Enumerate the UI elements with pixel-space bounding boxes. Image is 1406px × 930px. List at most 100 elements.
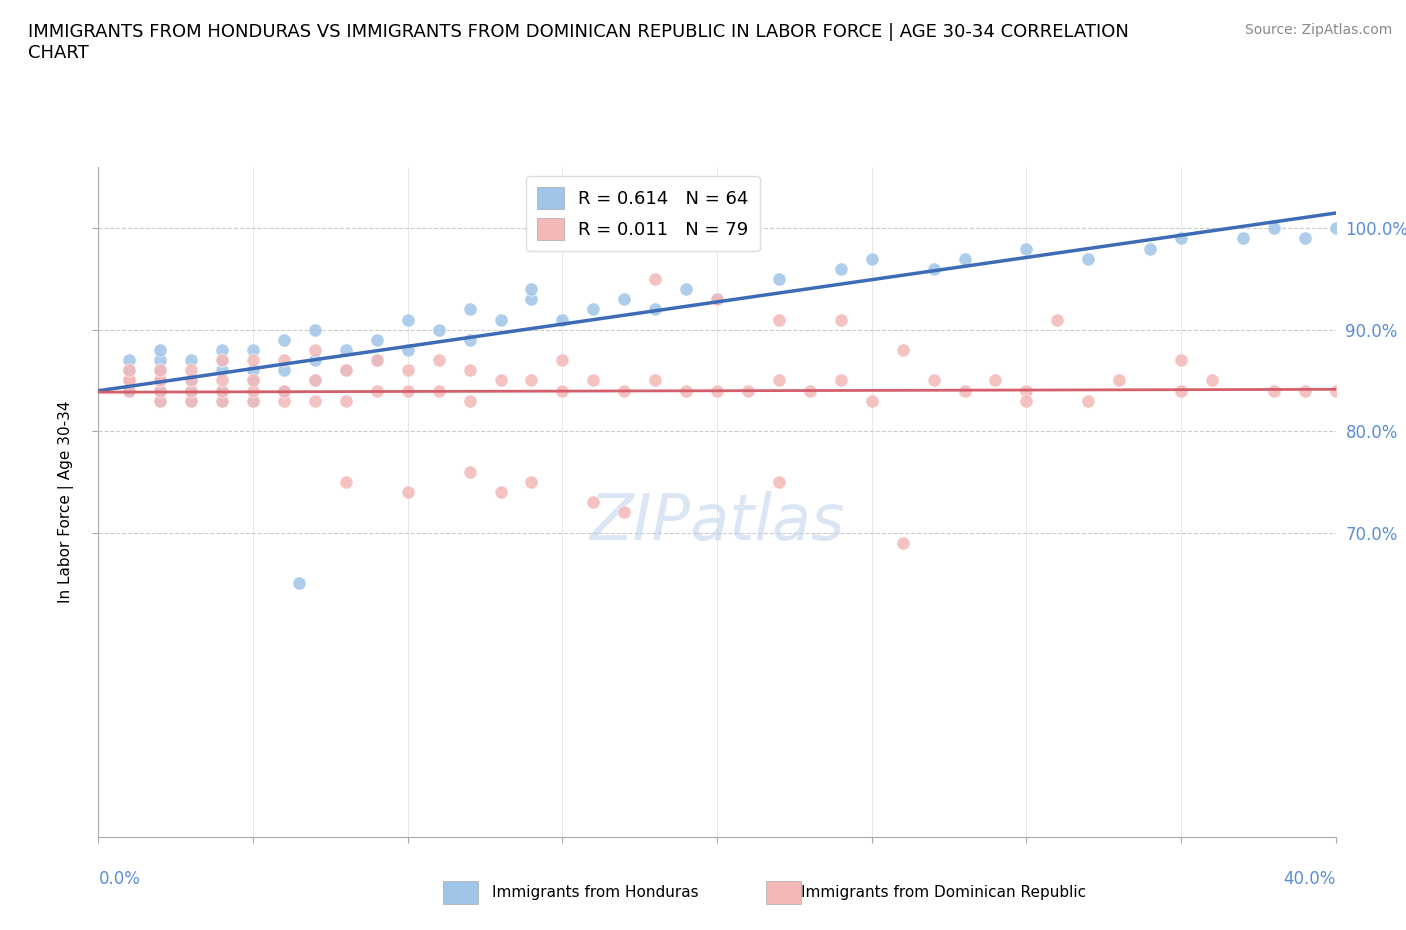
- Point: [551, 312, 574, 327]
- Point: [211, 383, 233, 398]
- Point: [1263, 383, 1285, 398]
- Point: [118, 383, 141, 398]
- Point: [768, 474, 790, 489]
- Point: [118, 383, 141, 398]
- Point: [675, 383, 697, 398]
- Point: [1015, 241, 1038, 256]
- Point: [520, 373, 543, 388]
- Point: [149, 373, 172, 388]
- Text: 0.0%: 0.0%: [98, 870, 141, 887]
- Point: [1201, 373, 1223, 388]
- Point: [396, 312, 419, 327]
- Point: [180, 393, 202, 408]
- Point: [427, 383, 450, 398]
- Point: [118, 352, 141, 367]
- Legend: R = 0.614   N = 64, R = 0.011   N = 79: R = 0.614 N = 64, R = 0.011 N = 79: [526, 177, 759, 251]
- Point: [582, 373, 605, 388]
- Point: [768, 312, 790, 327]
- Point: [706, 383, 728, 398]
- Point: [211, 342, 233, 357]
- Point: [984, 373, 1007, 388]
- Point: [304, 352, 326, 367]
- Point: [737, 383, 759, 398]
- Point: [118, 373, 141, 388]
- Point: [149, 363, 172, 378]
- Point: [273, 393, 295, 408]
- Point: [304, 373, 326, 388]
- Point: [149, 383, 172, 398]
- Point: [1263, 220, 1285, 235]
- Point: [211, 373, 233, 388]
- Point: [242, 393, 264, 408]
- Point: [149, 363, 172, 378]
- FancyBboxPatch shape: [443, 881, 478, 904]
- Point: [644, 302, 666, 317]
- Point: [613, 383, 636, 398]
- Point: [211, 352, 233, 367]
- Point: [1046, 312, 1069, 327]
- Point: [768, 272, 790, 286]
- Point: [830, 261, 852, 276]
- Point: [242, 373, 264, 388]
- Point: [335, 342, 357, 357]
- Point: [1324, 220, 1347, 235]
- Point: [118, 373, 141, 388]
- Point: [180, 373, 202, 388]
- Point: [242, 342, 264, 357]
- FancyBboxPatch shape: [766, 881, 801, 904]
- Point: [520, 282, 543, 297]
- Point: [613, 292, 636, 307]
- Point: [288, 576, 311, 591]
- Point: [458, 393, 481, 408]
- Point: [366, 352, 388, 367]
- Point: [242, 383, 264, 398]
- Point: [1108, 373, 1130, 388]
- Point: [304, 373, 326, 388]
- Point: [675, 282, 697, 297]
- Point: [706, 292, 728, 307]
- Point: [1170, 352, 1192, 367]
- Point: [520, 292, 543, 307]
- Point: [335, 363, 357, 378]
- Point: [180, 393, 202, 408]
- Point: [180, 383, 202, 398]
- Point: [830, 373, 852, 388]
- Text: 40.0%: 40.0%: [1284, 870, 1336, 887]
- Point: [335, 393, 357, 408]
- Point: [118, 373, 141, 388]
- Point: [458, 464, 481, 479]
- Point: [118, 363, 141, 378]
- Point: [118, 383, 141, 398]
- Point: [520, 474, 543, 489]
- Point: [891, 536, 914, 551]
- Point: [551, 383, 574, 398]
- Point: [118, 363, 141, 378]
- Point: [860, 251, 883, 266]
- Point: [551, 352, 574, 367]
- Point: [860, 393, 883, 408]
- Point: [366, 383, 388, 398]
- Point: [922, 261, 945, 276]
- Point: [273, 383, 295, 398]
- Point: [180, 383, 202, 398]
- Point: [366, 332, 388, 347]
- Point: [799, 383, 821, 398]
- Point: [335, 363, 357, 378]
- Point: [396, 383, 419, 398]
- Point: [211, 363, 233, 378]
- Point: [458, 332, 481, 347]
- Point: [273, 383, 295, 398]
- Y-axis label: In Labor Force | Age 30-34: In Labor Force | Age 30-34: [58, 401, 75, 604]
- Point: [149, 393, 172, 408]
- Point: [149, 393, 172, 408]
- Point: [366, 352, 388, 367]
- Point: [830, 312, 852, 327]
- Point: [118, 373, 141, 388]
- Text: IMMIGRANTS FROM HONDURAS VS IMMIGRANTS FROM DOMINICAN REPUBLIC IN LABOR FORCE | : IMMIGRANTS FROM HONDURAS VS IMMIGRANTS F…: [28, 23, 1129, 62]
- Point: [273, 352, 295, 367]
- Point: [891, 342, 914, 357]
- Point: [180, 363, 202, 378]
- Point: [1232, 231, 1254, 246]
- Point: [644, 373, 666, 388]
- Point: [953, 383, 976, 398]
